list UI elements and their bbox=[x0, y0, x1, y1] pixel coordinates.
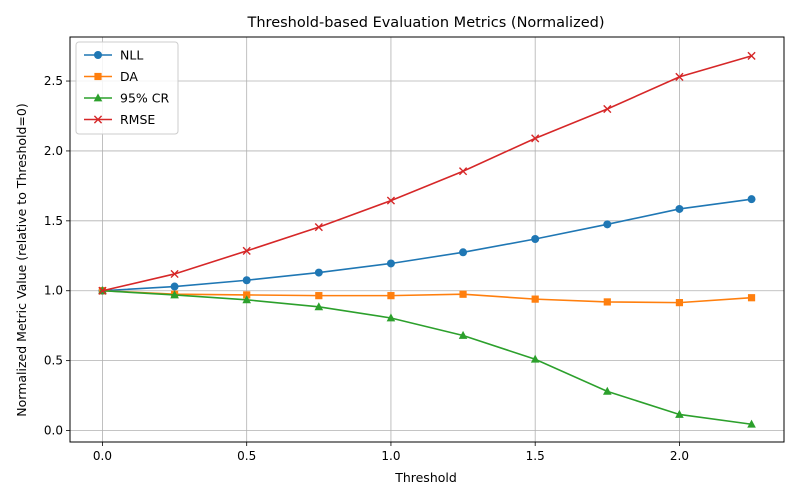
data-point-da bbox=[603, 298, 611, 306]
data-point-da bbox=[747, 294, 756, 302]
data-point-da bbox=[315, 292, 323, 300]
series-line-rmse bbox=[102, 55, 752, 292]
x-tick-label: 2.0 bbox=[670, 449, 689, 463]
grid bbox=[70, 37, 784, 442]
data-point-95-cr bbox=[314, 302, 324, 311]
data-point-rmse bbox=[603, 104, 612, 114]
x-tick-label: 0.5 bbox=[237, 449, 256, 463]
data-point-95-cr bbox=[747, 419, 756, 428]
data-point-nll bbox=[242, 276, 251, 285]
data-point-rmse bbox=[675, 72, 684, 81]
x-axis-label: Threshold bbox=[394, 470, 457, 485]
series-line-95-cr bbox=[102, 289, 752, 426]
data-point-nll bbox=[170, 282, 179, 291]
data-point-rmse bbox=[747, 51, 756, 60]
x-tick-label: 1.0 bbox=[381, 449, 400, 463]
data-point-rmse bbox=[314, 223, 323, 232]
y-tick-label: 0.5 bbox=[44, 354, 63, 368]
data-point-rmse bbox=[170, 269, 179, 279]
legend-box bbox=[75, 41, 179, 135]
legend-label: DA bbox=[120, 69, 138, 84]
data-point-rmse bbox=[98, 286, 107, 295]
legend-marker bbox=[94, 72, 102, 81]
data-point-nll bbox=[314, 268, 323, 277]
data-point-da bbox=[459, 290, 467, 298]
series-line-da bbox=[102, 289, 752, 304]
series-layer bbox=[98, 51, 756, 428]
data-point-95-cr bbox=[530, 354, 540, 363]
legend-entry-da: DA bbox=[84, 69, 138, 84]
y-tick-label: 0.0 bbox=[44, 424, 63, 438]
y-tick-label: 2.0 bbox=[44, 144, 63, 158]
series-line-nll bbox=[102, 198, 752, 292]
data-point-da bbox=[387, 292, 395, 300]
legend-marker bbox=[93, 93, 103, 102]
legend-label: RMSE bbox=[120, 112, 155, 127]
data-point-95-cr bbox=[170, 290, 179, 299]
data-point-da bbox=[675, 299, 684, 307]
y-tick-label: 2.5 bbox=[44, 74, 63, 88]
y-tick-label: 1.5 bbox=[44, 214, 63, 228]
series-rmse bbox=[98, 51, 756, 295]
data-point-95-cr bbox=[675, 409, 684, 418]
legend-entry-nll: NLL bbox=[84, 48, 143, 63]
x-tick-label: 0.0 bbox=[93, 449, 112, 463]
data-point-nll bbox=[747, 195, 756, 204]
data-point-da bbox=[531, 295, 539, 303]
data-point-rmse bbox=[242, 246, 251, 255]
legend-label: 95% CR bbox=[120, 91, 169, 106]
data-point-rmse bbox=[531, 134, 540, 143]
legend-marker bbox=[93, 115, 103, 124]
plot-frame bbox=[69, 36, 785, 443]
legend-entry-rmse: RMSE bbox=[84, 112, 155, 127]
data-point-da bbox=[243, 291, 251, 299]
chart-title: Threshold-based Evaluation Metrics (Norm… bbox=[247, 15, 605, 31]
legend-label: NLL bbox=[120, 48, 143, 63]
data-point-nll bbox=[675, 204, 684, 213]
y-axis-label: Normalized Metric Value (relative to Thr… bbox=[14, 103, 29, 416]
data-point-nll bbox=[531, 235, 540, 244]
legend-marker bbox=[94, 51, 102, 59]
data-point-95-cr bbox=[603, 386, 612, 395]
data-point-nll bbox=[459, 248, 468, 257]
y-tick-label: 1.0 bbox=[44, 284, 63, 298]
data-point-95-cr bbox=[458, 330, 468, 339]
data-point-rmse bbox=[458, 167, 468, 176]
legend: NLL DA 95% CR RMSE bbox=[75, 41, 179, 135]
data-point-95-cr bbox=[386, 313, 396, 322]
ticks: 0.0 0.5 1.0 1.5 2.0 0.0 0.5 1.0 1.5 2.0 2.5 bbox=[44, 74, 689, 463]
legend-entry-95-cr: 95% CR bbox=[84, 91, 169, 106]
data-point-nll bbox=[386, 259, 395, 268]
series-nll bbox=[98, 195, 756, 295]
data-point-95-cr bbox=[242, 295, 251, 304]
data-point-nll bbox=[603, 220, 612, 229]
x-tick-label: 1.5 bbox=[526, 449, 545, 463]
data-point-rmse bbox=[386, 196, 396, 205]
